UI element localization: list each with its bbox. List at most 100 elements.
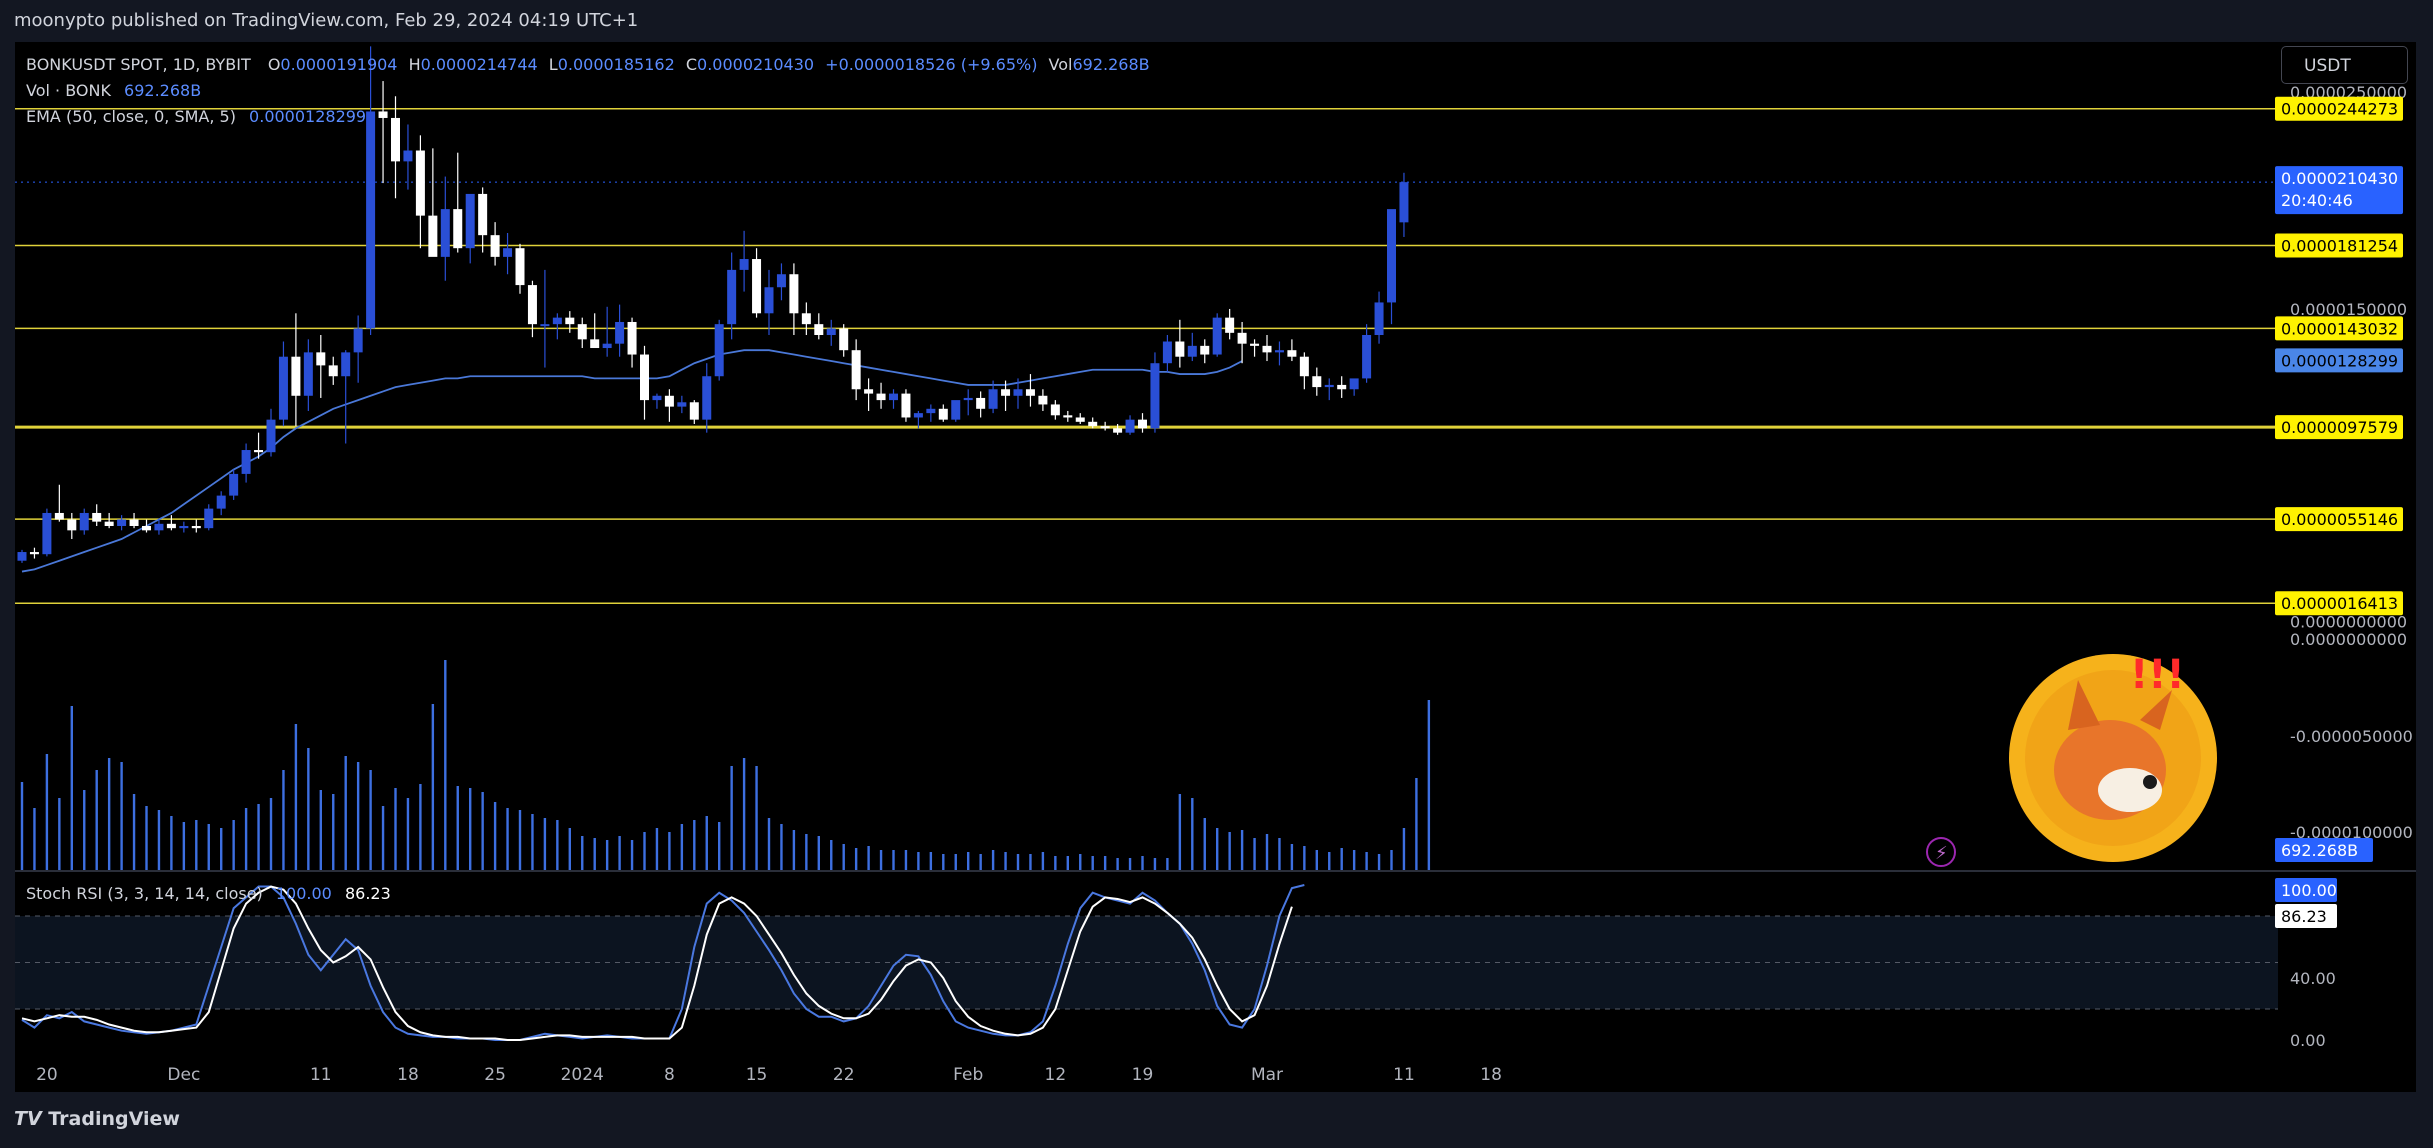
candle-body <box>229 473 239 496</box>
bonk-logo: !!! <box>2009 652 2217 862</box>
bonk-logo-snout <box>2098 768 2162 812</box>
symbol-name[interactable]: BONKUSDT SPOT, 1D, BYBIT <box>26 55 251 74</box>
ema-indicator-label[interactable]: EMA (50, close, 0, SMA, 5) <box>26 107 236 126</box>
candle-body <box>540 324 550 327</box>
candle-body <box>1050 404 1060 416</box>
candle-body <box>527 285 537 325</box>
level-tag-label: 0.0000016413 <box>2281 594 2398 613</box>
time-tick-label: 20 <box>36 1065 58 1085</box>
candle-body <box>602 343 612 349</box>
stoch-line-1 <box>21 885 1293 1041</box>
stoch-tick-label: 40.00 <box>2290 969 2336 988</box>
candle-body <box>826 328 836 335</box>
candle-body <box>901 393 911 418</box>
volume-pane <box>20 660 1431 870</box>
bottom-bar: 𝙏𝙑 TradingView <box>0 1092 2433 1148</box>
volume-bar <box>45 754 49 870</box>
candle-body <box>577 324 587 340</box>
candle-body <box>353 328 363 353</box>
tradingview-logo[interactable]: 𝙏𝙑 TradingView <box>14 1108 180 1130</box>
volume-bar <box>1178 794 1182 870</box>
candle-body <box>1225 317 1235 333</box>
volume-bar <box>792 830 796 870</box>
volume-bar <box>805 834 808 870</box>
volume-bar <box>431 704 435 870</box>
volume-bar <box>107 758 111 870</box>
candle-body <box>328 365 338 377</box>
volume-tick-label: 0.0000000000 <box>2290 630 2407 649</box>
volume-bar <box>543 818 547 870</box>
stoch-k-value: 100.00 <box>275 884 332 903</box>
candle-body <box>428 215 438 257</box>
candle-body <box>1138 419 1147 429</box>
volume-bar <box>207 824 210 870</box>
volume-bar <box>842 844 845 870</box>
time-tick-label: 12 <box>1045 1065 1067 1085</box>
candle-body <box>1374 302 1384 335</box>
volume-bar <box>232 820 235 870</box>
volume-value-tag <box>2275 838 2373 862</box>
currency-button[interactable]: USDT <box>2281 46 2408 84</box>
candle-body <box>216 495 226 509</box>
candle-body <box>341 352 351 377</box>
level-tag-label: 0.0000244273 <box>2281 100 2398 119</box>
candle-body <box>440 209 450 257</box>
candle-body <box>1399 182 1409 223</box>
time-tick-label: 8 <box>664 1065 675 1085</box>
volume-bar <box>157 810 161 870</box>
level-tag <box>2275 96 2403 121</box>
volume-bar <box>680 824 684 870</box>
candle-body <box>938 408 948 420</box>
candle-body <box>79 512 89 531</box>
volume-bar <box>332 794 335 870</box>
volume-bar <box>70 706 73 870</box>
candle-body <box>926 408 936 414</box>
volume-bar <box>369 770 372 870</box>
volume-bar <box>605 840 609 870</box>
volume-bar <box>506 808 509 870</box>
volume-bar <box>1054 856 1057 870</box>
volume-bar <box>1390 850 1393 870</box>
bonk-logo-nose <box>2143 775 2157 789</box>
level-tag-label: 0.0000055146 <box>2281 510 2398 529</box>
volume-indicator-label[interactable]: Vol · BONK <box>26 81 111 100</box>
volume-bar <box>481 792 484 870</box>
replay-lightning-icon: ⚡ <box>1926 837 1956 867</box>
volume-bar <box>1203 818 1206 870</box>
candle-body <box>1324 384 1334 388</box>
volume-bar <box>531 814 534 870</box>
ohlc-open-label: O <box>267 55 281 74</box>
volume-bar <box>493 802 497 870</box>
ema-tag <box>2275 348 2403 373</box>
candle-body <box>727 269 737 325</box>
candle-body <box>801 313 811 325</box>
candle-body <box>117 519 127 526</box>
stoch-rsi-label[interactable]: Stoch RSI (3, 3, 14, 14, close) <box>26 884 263 903</box>
volume-bar <box>1103 856 1107 870</box>
symbol-row: BONKUSDT SPOT, 1D, BYBIT O0.0000191904 H… <box>26 52 1150 78</box>
ema-line <box>21 349 1243 573</box>
candle-body <box>640 354 649 401</box>
volume-tick-label: -0.0000100000 <box>2290 823 2413 842</box>
volume-bar <box>282 770 285 870</box>
candle-body <box>204 508 214 529</box>
level-tag <box>2275 415 2403 440</box>
ohlc-open: 0.0000191904 <box>280 55 398 74</box>
volume-bar <box>1377 854 1381 870</box>
level-tag <box>2275 233 2403 258</box>
candle-body <box>664 395 674 407</box>
ohlc-close: 0.0000210430 <box>697 55 815 74</box>
candle-body <box>316 352 326 366</box>
time-tick-label: 18 <box>397 1065 419 1085</box>
volume-bar <box>730 766 733 870</box>
candle-body <box>453 209 463 249</box>
candle-body <box>689 402 699 420</box>
stoch-d-value: 86.23 <box>344 884 391 903</box>
volume-bar <box>991 850 995 870</box>
volume-bar <box>1290 844 1294 870</box>
time-tick-label: 25 <box>484 1065 506 1085</box>
candle-body <box>1237 332 1247 344</box>
volume-bar <box>854 848 858 870</box>
volume-bar <box>1079 854 1082 870</box>
